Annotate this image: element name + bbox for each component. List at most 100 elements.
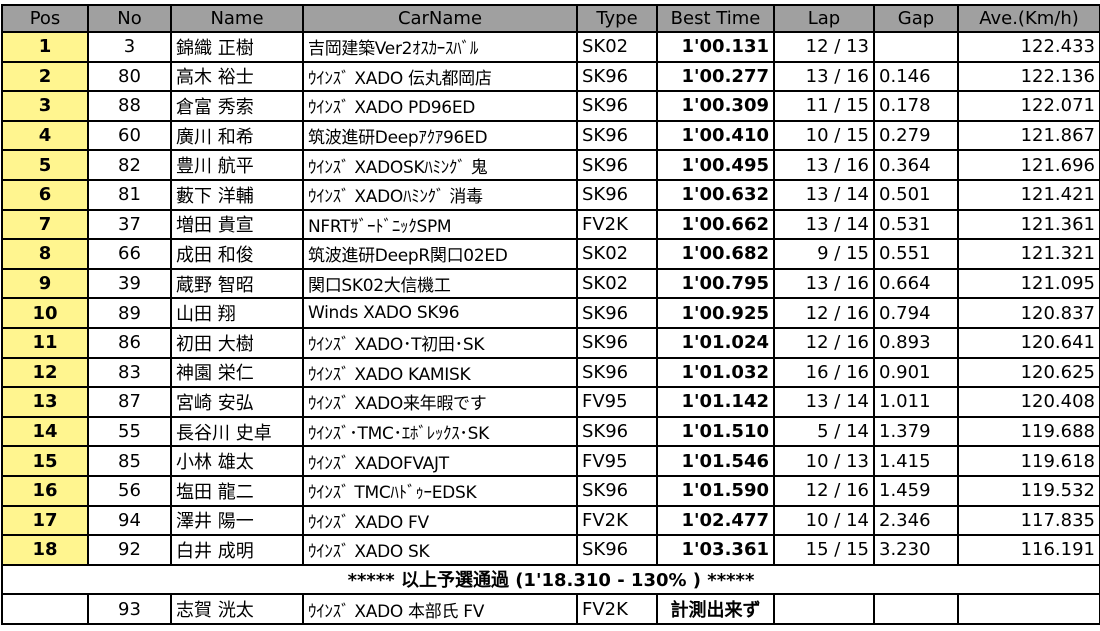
ave-cell: 117.835: [957, 504, 1100, 537]
type-cell: SK96: [576, 356, 658, 389]
lap-cell: 13 / 14: [773, 208, 875, 241]
table-row: 5 82 豊川 航平 ｳｲﾝｽﾞ XADOSKﾊﾐﾝｸﾞ 鬼 SK96 1'00.495 1…: [1, 149, 1100, 181]
lap-cell: 11 / 15: [773, 90, 875, 122]
lap-cell: 16 / 16: [773, 356, 875, 389]
carname-cell: 筑波進研Deepｱｸｱ96ED: [302, 119, 578, 152]
ave-cell: 116.191: [957, 534, 1100, 566]
no-cell: 88: [87, 90, 172, 122]
name-cell: 澤井 陽一: [170, 504, 304, 537]
header-no: No: [87, 4, 172, 33]
best-time-cell: 1'00.682: [656, 238, 775, 270]
carname-cell: ｳｲﾝｽﾞ XADO･T初田･SK: [302, 326, 578, 359]
best-time-cell: 1'00.309: [656, 90, 775, 122]
best-time-cell: 1'01.024: [656, 326, 775, 359]
carname-cell: ｳｲﾝｽﾞ XADO 伝丸都岡店: [302, 60, 578, 93]
ave-cell: 120.625: [957, 356, 1100, 389]
gap-cell: 0.893: [873, 326, 959, 359]
ave-cell: 121.421: [957, 178, 1100, 211]
lap-cell: 10 / 14: [773, 504, 875, 537]
table-row: 12 83 神園 栄仁 ｳｲﾝｽﾞ XADO KAMISK SK96 1'01.032 16…: [1, 356, 1100, 389]
type-cell: SK96: [576, 297, 658, 329]
table-row: 4 60 廣川 和希 筑波進研Deepｱｸｱ96ED SK96 1'00.410 10 / …: [1, 119, 1100, 152]
ave-cell: 121.321: [957, 238, 1100, 270]
pos-cell: 16: [1, 474, 89, 507]
name-cell: 塩田 龍二: [170, 474, 304, 507]
ave-cell: 121.867: [957, 119, 1100, 152]
gap-cell: 0.279: [873, 119, 959, 152]
table-row: 18 92 白井 成明 ｳｲﾝｽﾞ XADO SK SK96 1'03.361 15 / 1…: [1, 534, 1100, 566]
gap-cell: 3.230: [873, 534, 959, 566]
header-best-time: Best Time: [656, 4, 775, 33]
table-row: 15 85 小林 雄太 ｳｲﾝｽﾞ XADOFVAJT FV95 1'01.546 10 /…: [1, 445, 1100, 477]
header-type: Type: [576, 4, 658, 33]
no-cell: 37: [87, 208, 172, 241]
gap-cell: [873, 31, 959, 63]
ave-cell: 120.408: [957, 386, 1100, 418]
no-cell: 83: [87, 356, 172, 389]
no-cell: 82: [87, 149, 172, 181]
lap-cell: [773, 593, 875, 625]
best-time-cell: 1'00.795: [656, 267, 775, 300]
header-ave: Ave.(Km/h): [957, 4, 1100, 33]
type-cell: FV2K: [576, 208, 658, 241]
ave-cell: 120.837: [957, 297, 1100, 329]
no-cell: 80: [87, 60, 172, 93]
no-cell: 60: [87, 119, 172, 152]
best-time-cell: 1'00.410: [656, 119, 775, 152]
carname-cell: ｳｲﾝｽﾞ XADO来年暇です: [302, 386, 578, 418]
pos-cell: 15: [1, 445, 89, 477]
header-lap: Lap: [773, 4, 875, 33]
carname-cell: ｳｲﾝｽﾞ XADO 本部氏 FV: [302, 593, 578, 625]
type-cell: SK02: [576, 31, 658, 63]
no-cell: 3: [87, 31, 172, 63]
pos-cell: 13: [1, 386, 89, 418]
ave-cell: 119.618: [957, 445, 1100, 477]
pos-cell: 6: [1, 178, 89, 211]
carname-cell: 筑波進研DeepR関口02ED: [302, 238, 578, 270]
pos-cell: 17: [1, 504, 89, 537]
pos-cell: 10: [1, 297, 89, 329]
gap-cell: 2.346: [873, 504, 959, 537]
name-cell: 倉富 秀索: [170, 90, 304, 122]
type-cell: SK96: [576, 90, 658, 122]
name-cell: 長谷川 史卓: [170, 415, 304, 448]
no-cell: 85: [87, 445, 172, 477]
carname-cell: ｳｲﾝｽﾞ XADOﾊﾐﾝｸﾞ 消毒: [302, 178, 578, 211]
table-row: 10 89 山田 翔 Winds XADO SK96 SK96 1'00.925 12 / …: [1, 297, 1100, 329]
best-time-cell: 1'00.495: [656, 149, 775, 181]
header-pos: Pos: [1, 4, 89, 33]
type-cell: SK96: [576, 474, 658, 507]
header-carname: CarName: [302, 4, 578, 33]
lap-cell: 13 / 16: [773, 60, 875, 93]
gap-cell: 0.364: [873, 149, 959, 181]
best-time-cell: 1'00.131: [656, 31, 775, 63]
lap-cell: 12 / 16: [773, 326, 875, 359]
gap-cell: 1.379: [873, 415, 959, 448]
type-cell: SK96: [576, 326, 658, 359]
best-time-cell: 1'01.590: [656, 474, 775, 507]
best-time-cell: 1'01.546: [656, 445, 775, 477]
table-row: 14 55 長谷川 史卓 ｳｲﾝｽﾞ･TMC･ｴﾎﾞﾚｯｸｽ･SK SK96 1'01.5…: [1, 415, 1100, 448]
type-cell: SK96: [576, 534, 658, 566]
no-cell: 93: [87, 593, 172, 625]
type-cell: SK02: [576, 238, 658, 270]
name-cell: 高木 裕士: [170, 60, 304, 93]
table-row: 16 56 塩田 龍二 ｳｲﾝｽﾞ TMCﾊﾄﾞｩｰEDSK SK96 1'01.590 1…: [1, 474, 1100, 507]
no-cell: 92: [87, 534, 172, 566]
best-time-cell: 1'00.662: [656, 208, 775, 241]
gap-cell: [873, 593, 959, 625]
no-cell: 56: [87, 474, 172, 507]
pos-cell: 14: [1, 415, 89, 448]
lap-cell: 5 / 14: [773, 415, 875, 448]
pos-cell: 5: [1, 149, 89, 181]
best-time-cell: 1'01.032: [656, 356, 775, 389]
pos-cell: 18: [1, 534, 89, 566]
carname-cell: 吉岡建築Ver2ｵｽｶｰｽﾊﾞﾙ: [302, 31, 578, 63]
gap-cell: 0.178: [873, 90, 959, 122]
name-cell: 山田 翔: [170, 297, 304, 329]
type-cell: FV95: [576, 445, 658, 477]
gap-cell: 1.459: [873, 474, 959, 507]
table-row: 17 94 澤井 陽一 ｳｲﾝｽﾞ XADO FV FV2K 1'02.477 10 / 1…: [1, 504, 1100, 537]
ave-cell: 122.136: [957, 60, 1100, 93]
name-cell: 小林 雄太: [170, 445, 304, 477]
